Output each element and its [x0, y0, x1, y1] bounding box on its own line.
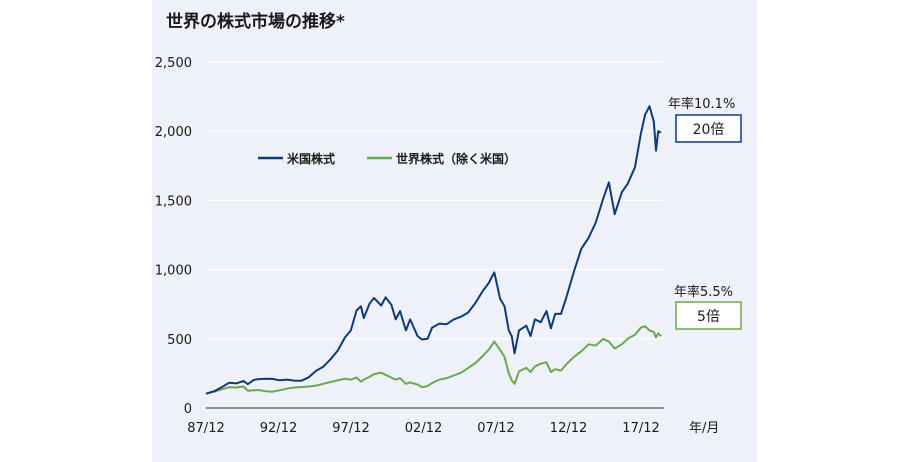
grid: [206, 61, 664, 340]
annotation-world-box: [675, 301, 742, 330]
y-tick-label: 0: [184, 402, 192, 417]
x-axis-label: 年/月: [689, 421, 719, 436]
line-chart: 世界の株式市場の推移* 0 500 1,000 1,500 2,000 2,500 87/1…: [155, 11, 742, 436]
x-tick-label: 07/12: [477, 421, 514, 436]
series-line-world: [205, 325, 662, 395]
tick-labels: 0 500 1,000 1,500 2,000 2,500 87/12 92/12 97/12 0…: [155, 56, 660, 436]
y-tick-label: 2,000: [155, 125, 192, 140]
y-tick-label: 2,500: [155, 56, 192, 71]
legend-label-world: 世界株式（除く米国）: [396, 151, 516, 166]
annotation-world-multiple: 5倍: [697, 309, 720, 325]
legend-label-us: 米国株式: [287, 151, 335, 166]
x-tick-label: 92/12: [260, 421, 297, 436]
annotation-us-multiple: 20倍: [693, 122, 725, 138]
annotation-world-rate: 年率5.5%: [674, 284, 733, 300]
x-tick-label: 87/12: [187, 421, 224, 436]
y-tick-label: 1,000: [155, 264, 192, 279]
annotation-us-box: [675, 114, 742, 143]
x-tick-label: 12/12: [550, 421, 587, 436]
annotation-world: 年率5.5% 5倍: [674, 284, 742, 330]
x-tick-label: 17/12: [622, 421, 659, 436]
x-tick-label: 97/12: [332, 421, 369, 436]
annotation-us: 年率10.1% 20倍: [668, 96, 742, 143]
chart-panel: 世界の株式市場の推移* 0 500 1,000 1,500 2,000 2,500 87/1…: [152, 0, 757, 462]
y-tick-label: 500: [167, 333, 192, 348]
y-tick-label: 1,500: [155, 194, 192, 209]
annotation-us-rate: 年率10.1%: [668, 96, 735, 112]
chart-title: 世界の株式市場の推移*: [166, 11, 345, 32]
legend: 米国株式 世界株式（除く米国）: [258, 151, 516, 166]
series-lines: [205, 105, 662, 395]
x-tick-label: 02/12: [405, 421, 442, 436]
series-line-us: [205, 105, 662, 395]
